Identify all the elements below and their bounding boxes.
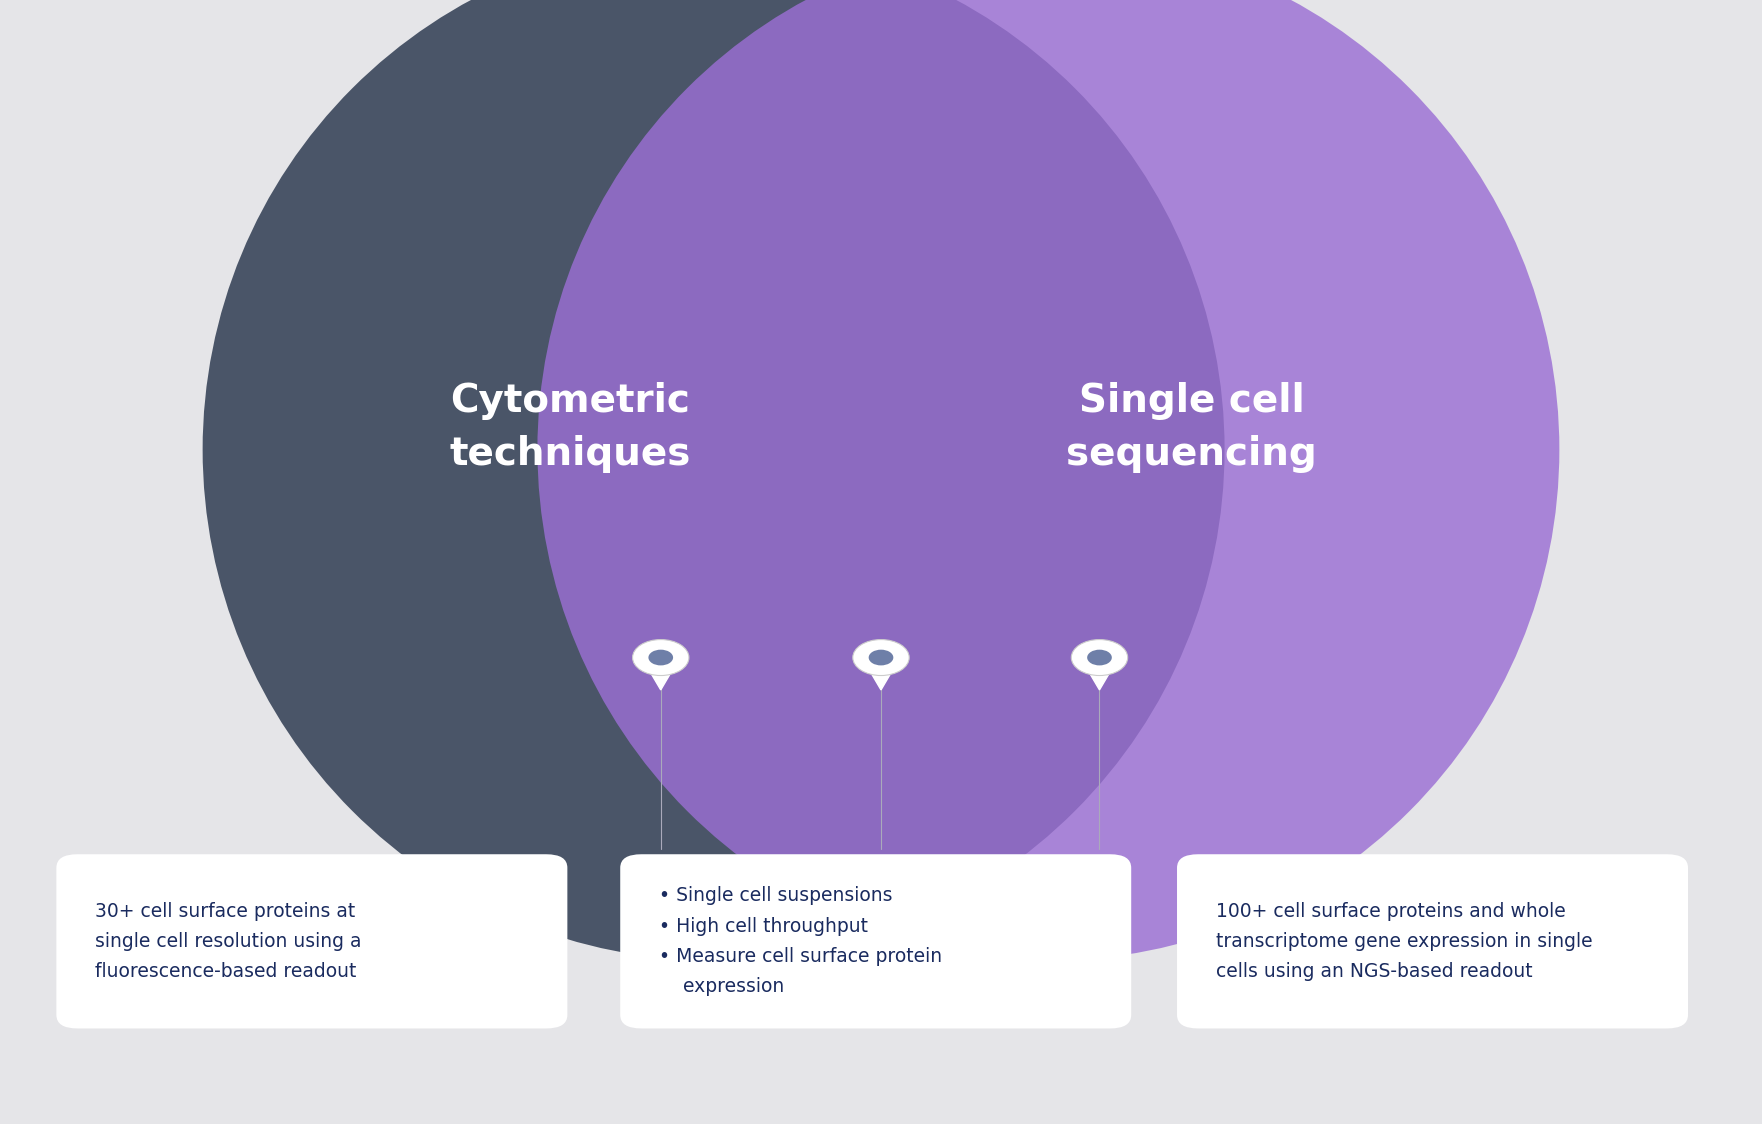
FancyBboxPatch shape: [1177, 854, 1688, 1028]
Circle shape: [869, 650, 893, 665]
Ellipse shape: [537, 0, 1559, 961]
Text: • Single cell suspensions
• High cell throughput
• Measure cell surface protein
: • Single cell suspensions • High cell th…: [659, 887, 943, 996]
Text: Cytometric
techniques: Cytometric techniques: [449, 382, 691, 472]
Polygon shape: [1089, 672, 1110, 690]
Circle shape: [1071, 640, 1128, 676]
Text: 100+ cell surface proteins and whole
transcriptome gene expression in single
cel: 100+ cell surface proteins and whole tra…: [1216, 901, 1593, 981]
Circle shape: [633, 640, 689, 676]
FancyBboxPatch shape: [56, 854, 567, 1028]
Text: 30+ cell surface proteins at
single cell resolution using a
fluorescence-based r: 30+ cell surface proteins at single cell…: [95, 901, 361, 981]
Polygon shape: [650, 672, 671, 690]
Circle shape: [648, 650, 673, 665]
Ellipse shape: [203, 0, 1225, 961]
Polygon shape: [870, 672, 892, 690]
Circle shape: [1087, 650, 1112, 665]
Text: Single cell
sequencing: Single cell sequencing: [1066, 382, 1316, 472]
Circle shape: [853, 640, 909, 676]
FancyBboxPatch shape: [620, 854, 1131, 1028]
